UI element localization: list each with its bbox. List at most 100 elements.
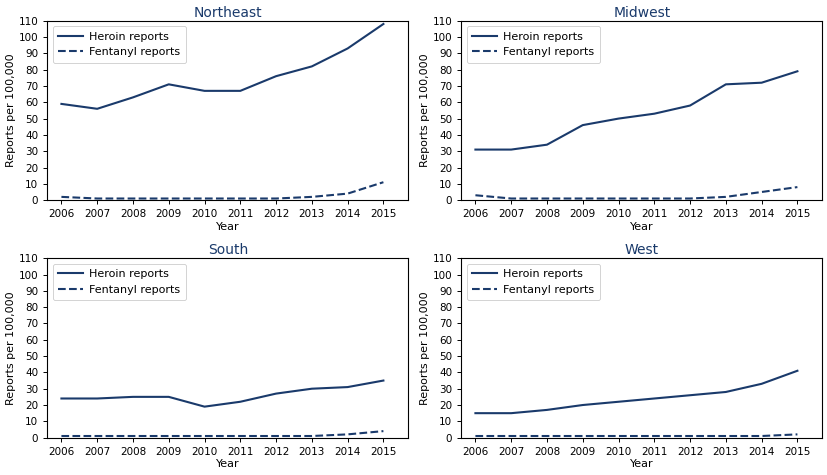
Heroin reports [128,95,138,100]
Heroin reports [199,88,209,94]
Line: Fentanyl reports: Fentanyl reports [475,434,796,436]
Heroin reports [307,386,317,391]
Title: Midwest: Midwest [613,6,670,19]
Heroin reports [542,142,552,148]
Heroin reports [92,106,102,112]
Heroin reports [470,147,480,152]
Fentanyl reports [613,196,623,201]
Title: South: South [208,243,247,257]
Fentanyl reports [92,196,102,201]
Line: Heroin reports: Heroin reports [475,371,796,413]
Fentanyl reports [199,433,209,439]
X-axis label: Year: Year [216,222,239,232]
Heroin reports [92,396,102,401]
Heroin reports [720,82,730,87]
Heroin reports [684,103,694,108]
Fentanyl reports [270,433,280,439]
Heroin reports [791,68,801,74]
Heroin reports [378,21,388,27]
X-axis label: Year: Year [216,459,239,469]
Fentanyl reports [756,189,766,195]
Heroin reports [791,368,801,374]
Heroin reports [648,396,658,401]
Heroin reports [756,80,766,86]
Title: West: West [624,243,658,257]
Fentanyl reports [791,431,801,437]
Fentanyl reports [505,196,515,201]
Y-axis label: Reports per 100,000: Reports per 100,000 [419,54,429,167]
Fentanyl reports [378,180,388,185]
Fentanyl reports [613,433,623,439]
Fentanyl reports [307,194,317,200]
Heroin reports [648,111,658,116]
Fentanyl reports [791,184,801,190]
Legend: Heroin reports, Fentanyl reports: Heroin reports, Fentanyl reports [466,264,600,301]
Fentanyl reports [307,433,317,439]
Heroin reports [164,394,174,399]
Fentanyl reports [720,433,730,439]
Heroin reports [577,122,587,128]
Fentanyl reports [164,433,174,439]
Heroin reports [199,404,209,409]
Heroin reports [613,116,623,122]
Line: Heroin reports: Heroin reports [61,380,383,407]
Heroin reports [270,391,280,397]
Heroin reports [378,378,388,383]
Heroin reports [577,402,587,408]
Heroin reports [128,394,138,399]
Fentanyl reports [128,433,138,439]
Fentanyl reports [684,433,694,439]
Fentanyl reports [56,433,66,439]
Line: Fentanyl reports: Fentanyl reports [61,182,383,199]
Heroin reports [307,64,317,69]
Fentanyl reports [92,433,102,439]
Y-axis label: Reports per 100,000: Reports per 100,000 [6,54,16,167]
Heroin reports [756,381,766,387]
Heroin reports [270,73,280,79]
Heroin reports [505,147,515,152]
Line: Fentanyl reports: Fentanyl reports [475,187,796,199]
Heroin reports [164,82,174,87]
Heroin reports [56,101,66,107]
Heroin reports [684,392,694,398]
Fentanyl reports [756,433,766,439]
Fentanyl reports [235,196,245,201]
Line: Heroin reports: Heroin reports [61,24,383,109]
Fentanyl reports [684,196,694,201]
Legend: Heroin reports, Fentanyl reports: Heroin reports, Fentanyl reports [466,26,600,63]
Fentanyl reports [235,433,245,439]
Line: Heroin reports: Heroin reports [475,71,796,150]
Legend: Heroin reports, Fentanyl reports: Heroin reports, Fentanyl reports [53,264,186,301]
Line: Fentanyl reports: Fentanyl reports [61,431,383,436]
Heroin reports [342,384,352,390]
Heroin reports [542,407,552,413]
Fentanyl reports [542,433,552,439]
Fentanyl reports [470,192,480,198]
Fentanyl reports [378,428,388,434]
Fentanyl reports [648,196,658,201]
Fentanyl reports [270,196,280,201]
Fentanyl reports [577,433,587,439]
Fentanyl reports [577,196,587,201]
Heroin reports [720,389,730,395]
X-axis label: Year: Year [629,459,653,469]
Legend: Heroin reports, Fentanyl reports: Heroin reports, Fentanyl reports [53,26,186,63]
Fentanyl reports [56,194,66,200]
Heroin reports [470,410,480,416]
Fentanyl reports [470,433,480,439]
Heroin reports [505,410,515,416]
Heroin reports [56,396,66,401]
Heroin reports [613,399,623,405]
Heroin reports [235,399,245,405]
Fentanyl reports [128,196,138,201]
Fentanyl reports [542,196,552,201]
Heroin reports [342,46,352,51]
Title: Northeast: Northeast [194,6,262,19]
Fentanyl reports [648,433,658,439]
X-axis label: Year: Year [629,222,653,232]
Fentanyl reports [342,431,352,437]
Y-axis label: Reports per 100,000: Reports per 100,000 [6,291,16,405]
Fentanyl reports [164,196,174,201]
Fentanyl reports [720,194,730,200]
Heroin reports [235,88,245,94]
